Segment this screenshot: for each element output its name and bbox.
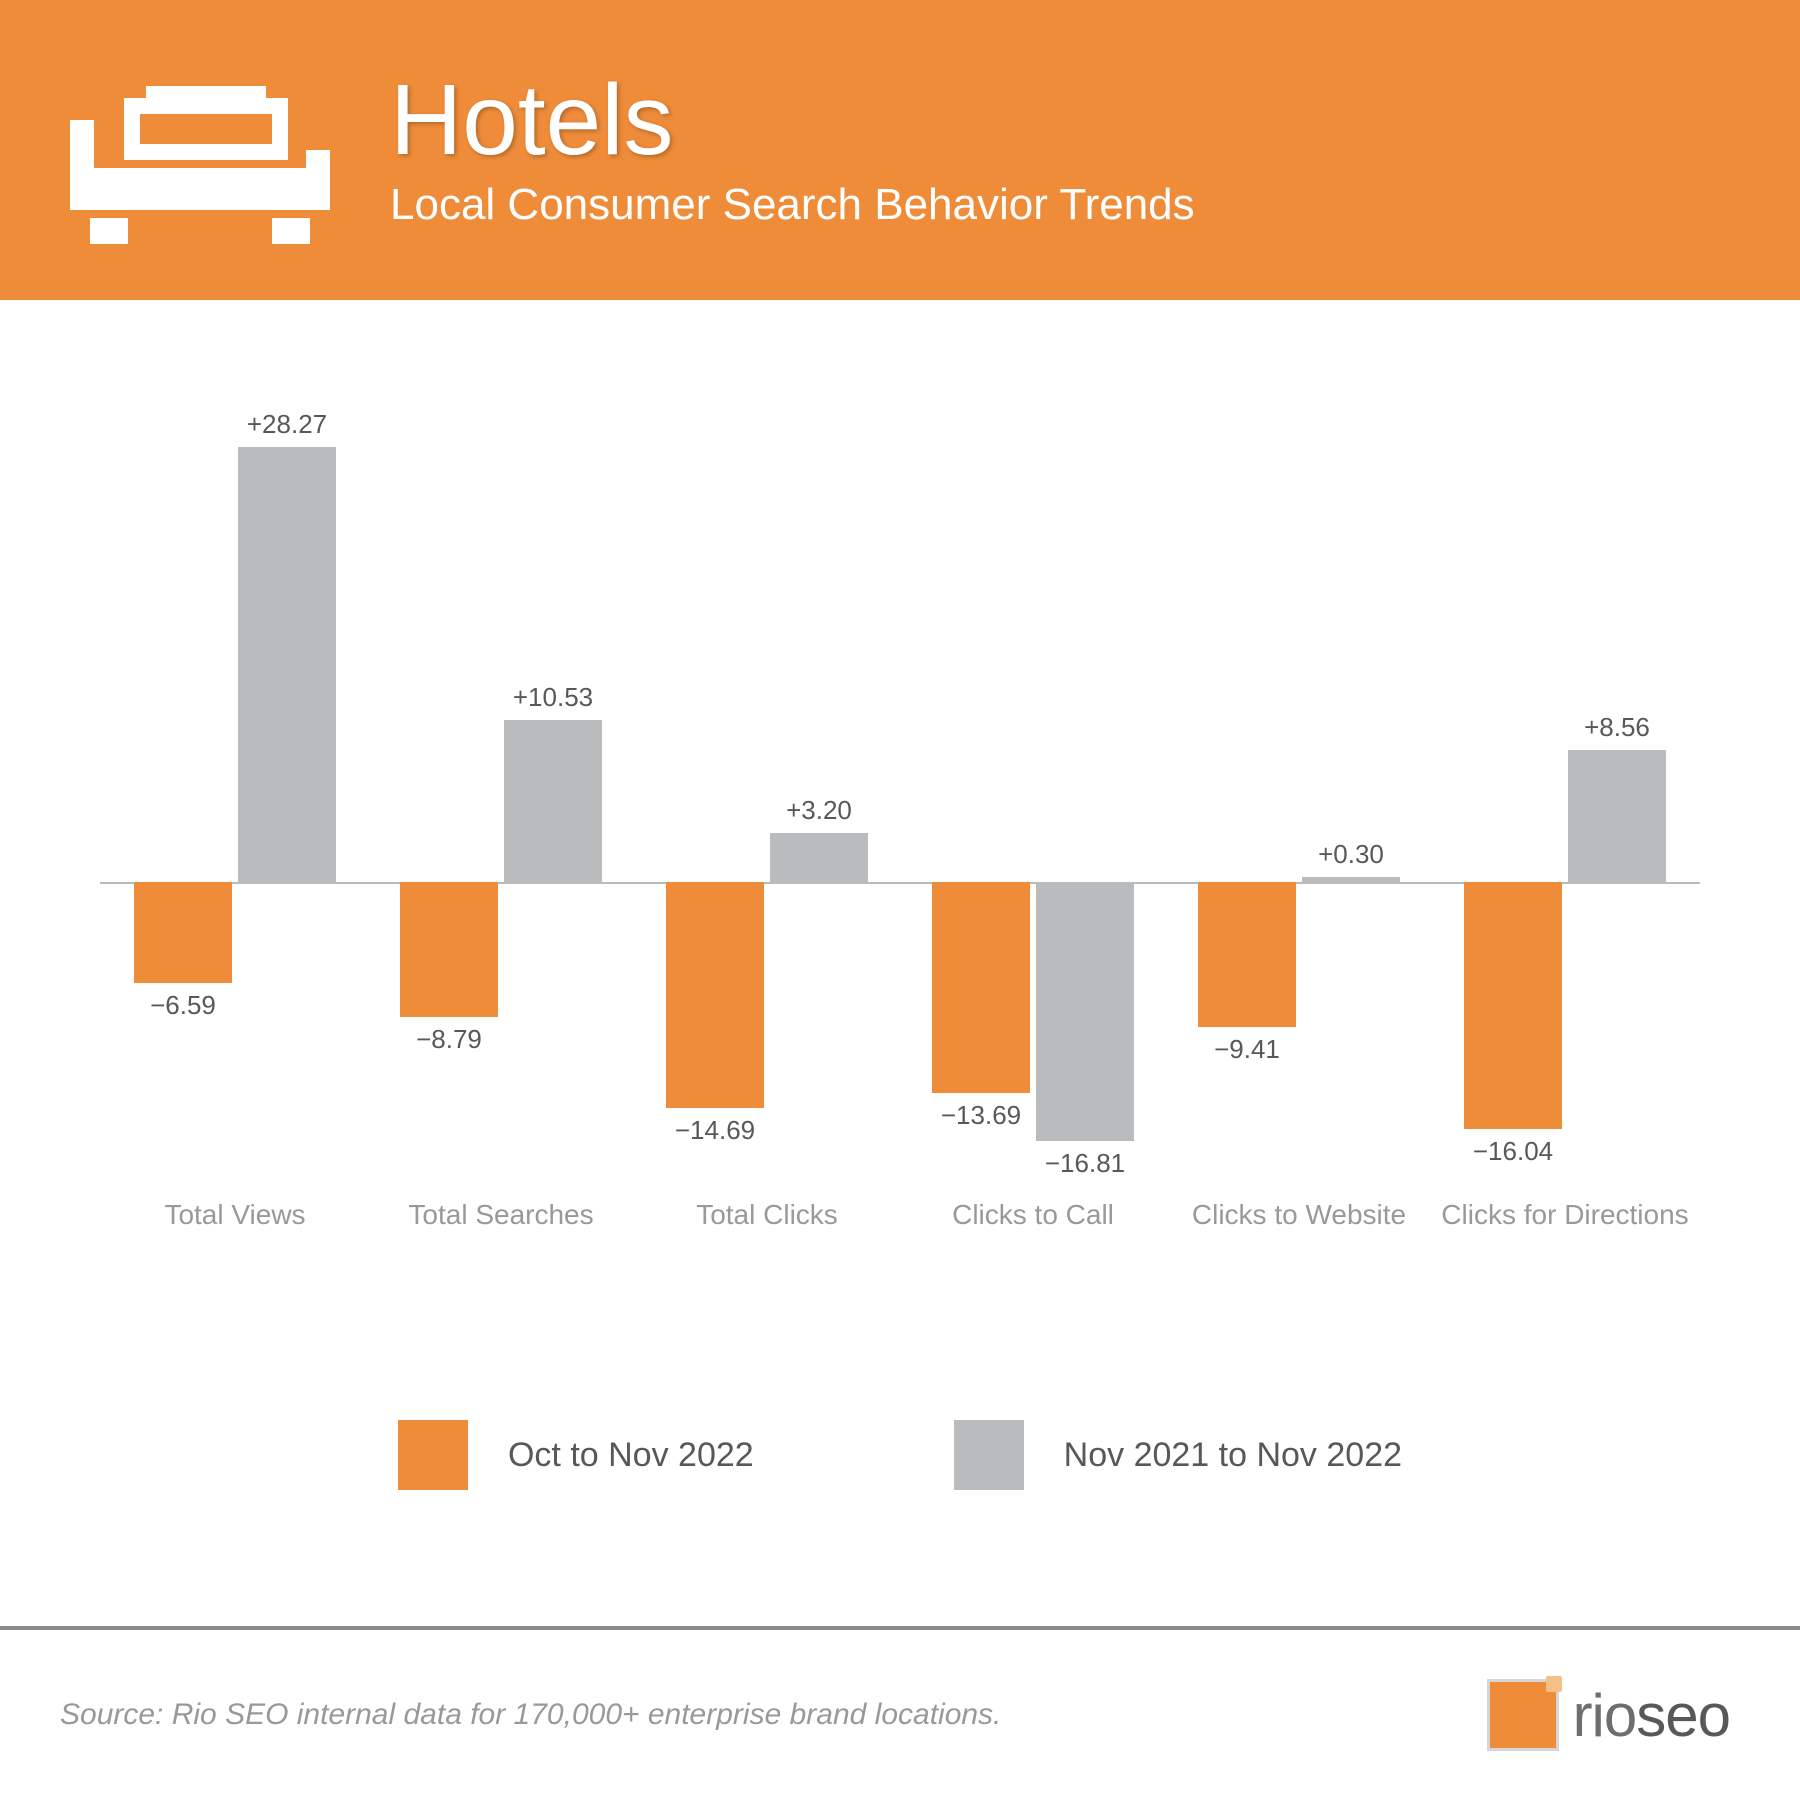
bar-value-label: +0.30: [1318, 839, 1384, 870]
legend-swatch: [398, 1420, 468, 1490]
bar: −8.79: [400, 882, 498, 1017]
bar: −6.59: [134, 882, 232, 983]
bar-value-label: +28.27: [247, 409, 327, 440]
bar-value-label: −6.59: [150, 990, 216, 1021]
legend-label: Nov 2021 to Nov 2022: [1064, 1436, 1402, 1475]
bar-value-label: +8.56: [1584, 712, 1650, 743]
category-label: Clicks to Website: [1156, 1197, 1442, 1232]
legend-swatch: [954, 1420, 1024, 1490]
footer: Source: Rio SEO internal data for 170,00…: [0, 1626, 1800, 1800]
bar: −14.69: [666, 882, 764, 1108]
page-title: Hotels: [390, 70, 1195, 170]
legend-label: Oct to Nov 2022: [508, 1436, 754, 1475]
bar: +28.27: [238, 447, 336, 882]
category-label: Total Clicks: [624, 1197, 910, 1232]
bar: −13.69: [932, 882, 1030, 1093]
bar-value-label: +10.53: [513, 682, 593, 713]
category-label: Clicks for Directions: [1422, 1197, 1708, 1232]
legend-item: Nov 2021 to Nov 2022: [954, 1420, 1402, 1490]
page-subtitle: Local Consumer Search Behavior Trends: [390, 180, 1195, 230]
header-banner: Hotels Local Consumer Search Behavior Tr…: [0, 0, 1800, 300]
bar-value-label: +3.20: [786, 795, 852, 826]
bar-value-label: −16.81: [1045, 1148, 1125, 1179]
bar-value-label: −8.79: [416, 1024, 482, 1055]
title-block: Hotels Local Consumer Search Behavior Tr…: [390, 70, 1195, 230]
bar: −9.41: [1198, 882, 1296, 1027]
bar-value-label: −13.69: [941, 1100, 1021, 1131]
chart-baseline: [100, 882, 1700, 884]
bar: +10.53: [504, 720, 602, 882]
logo-text: rioseo: [1573, 1681, 1730, 1750]
category-label: Clicks to Call: [890, 1197, 1176, 1232]
bar: +0.30: [1302, 877, 1400, 882]
bar: +3.20: [770, 833, 868, 882]
bed-icon: [60, 50, 340, 250]
rioseo-logo: rioseo: [1487, 1679, 1730, 1751]
bar-value-label: −9.41: [1214, 1034, 1280, 1065]
bar-value-label: −14.69: [675, 1115, 755, 1146]
source-text: Source: Rio SEO internal data for 170,00…: [60, 1698, 1001, 1732]
logo-mark-icon: [1487, 1679, 1559, 1751]
chart-legend: Oct to Nov 2022 Nov 2021 to Nov 2022: [0, 1420, 1800, 1490]
legend-item: Oct to Nov 2022: [398, 1420, 754, 1490]
bar: −16.81: [1036, 882, 1134, 1141]
bar-chart: Total ViewsTotal SearchesTotal ClicksCli…: [100, 420, 1700, 1300]
bar: −16.04: [1464, 882, 1562, 1129]
bar: +8.56: [1568, 750, 1666, 882]
bar-value-label: −16.04: [1473, 1136, 1553, 1167]
category-label: Total Views: [92, 1197, 378, 1232]
category-label: Total Searches: [358, 1197, 644, 1232]
